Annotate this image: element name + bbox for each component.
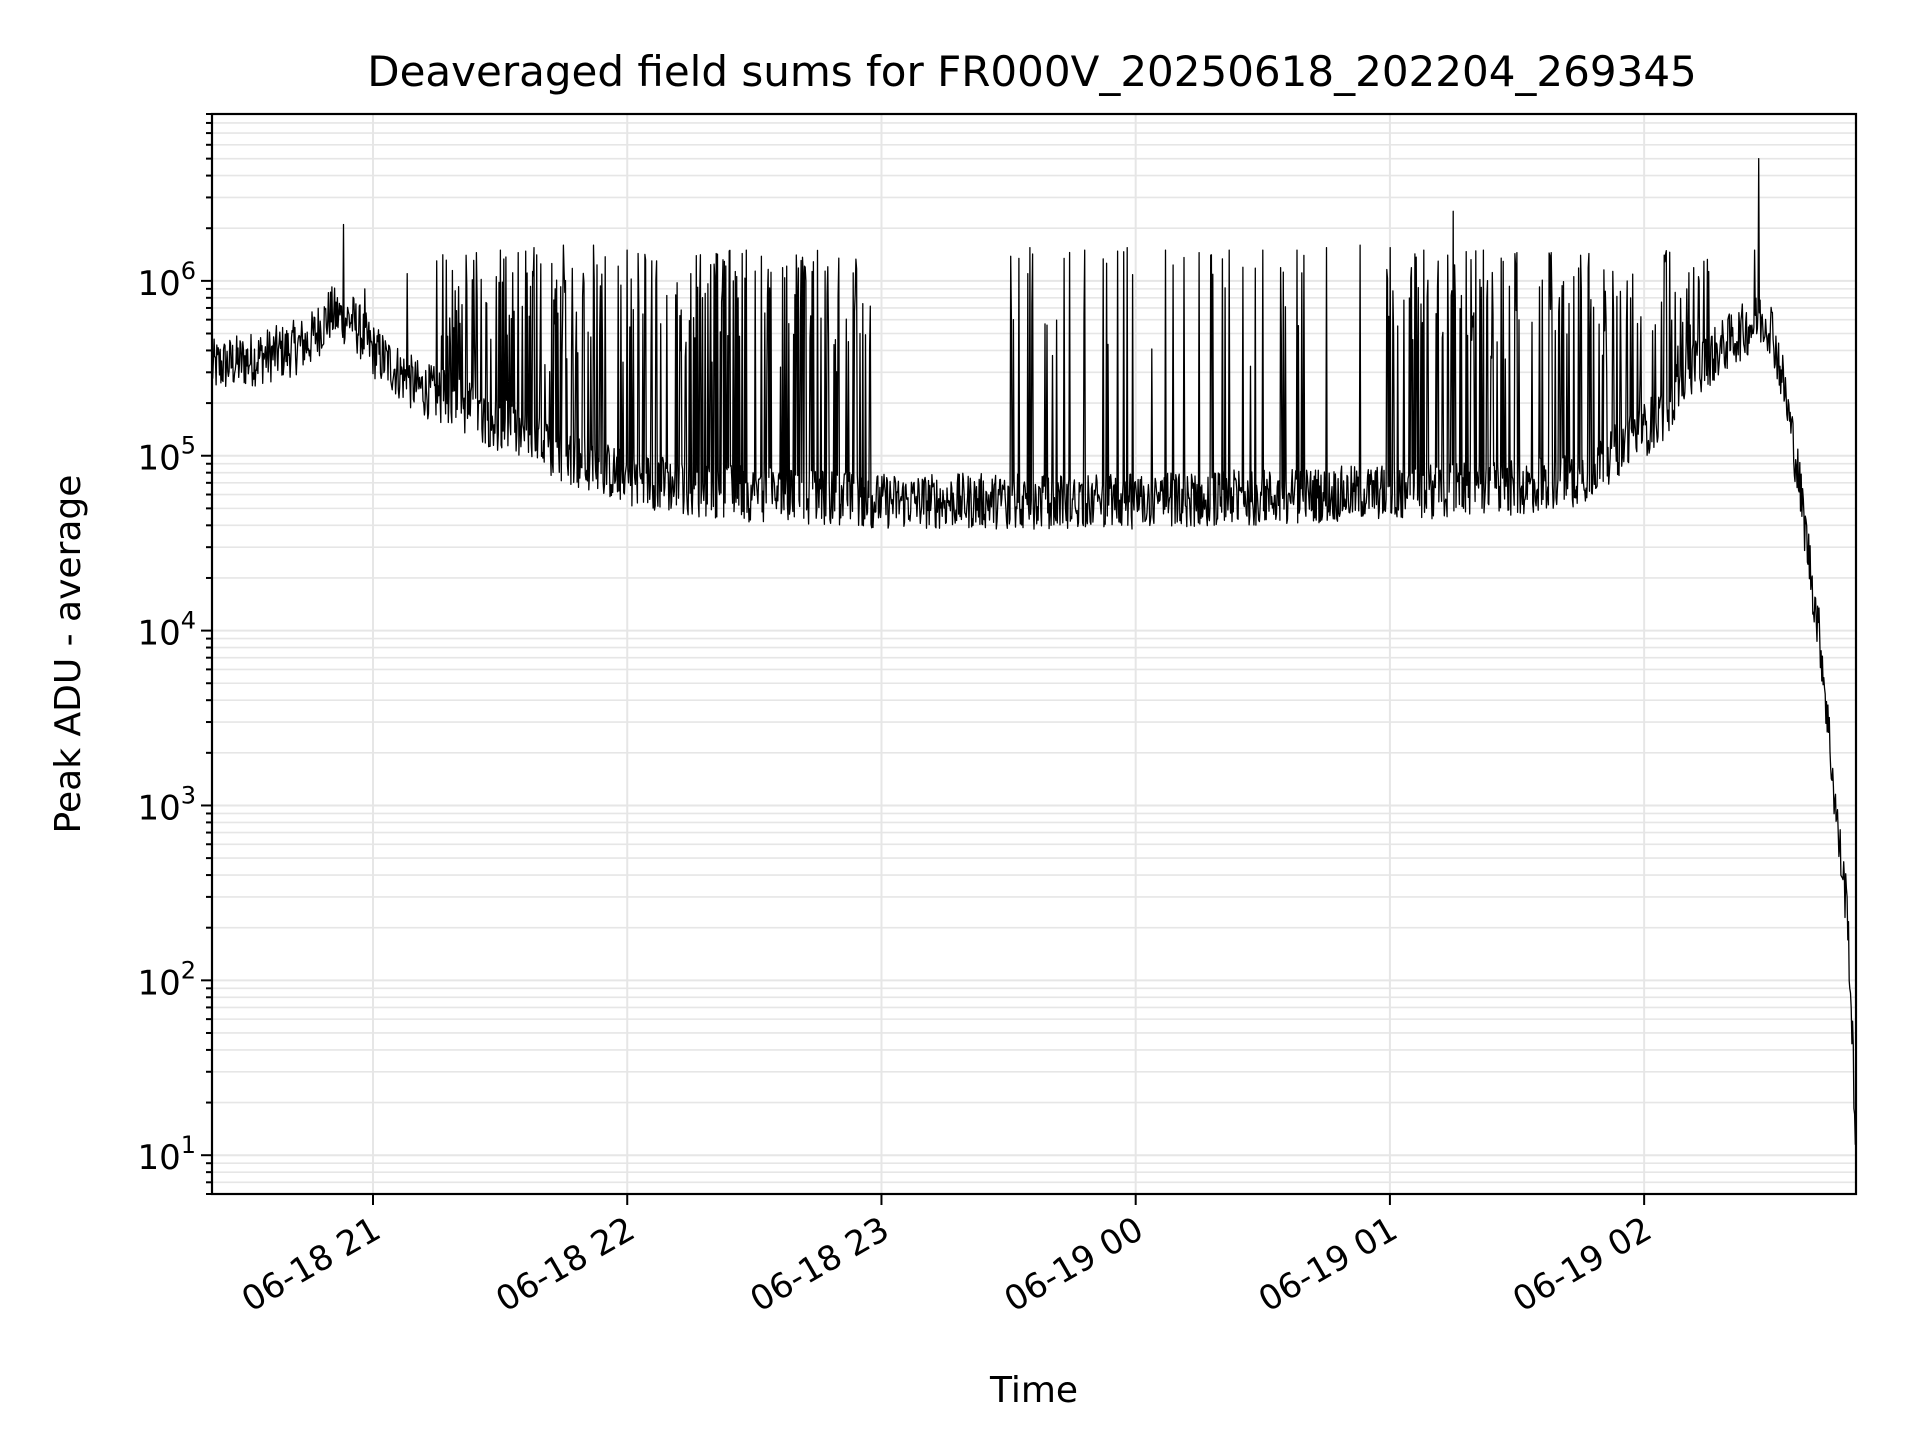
y-axis-label: Peak ADU - average: [48, 475, 89, 834]
y-tick-label: 101: [137, 1131, 196, 1178]
y-tick-label: 105: [137, 432, 196, 479]
plot-frame: [210, 112, 1858, 1196]
chart-title: Deaveraged field sums for FR000V_2025061…: [367, 47, 1697, 96]
series-line: [211, 157, 1857, 1146]
y-tick-label: 102: [137, 956, 196, 1003]
y-tick-label: 106: [137, 257, 196, 304]
y-tick-label: 104: [137, 607, 196, 654]
x-axis-label: Time: [989, 1370, 1078, 1411]
y-tick-label: 103: [137, 781, 196, 828]
y-ticks: 101 102 103 104 105 106: [137, 113, 212, 1195]
series-layer: [211, 157, 1857, 1146]
